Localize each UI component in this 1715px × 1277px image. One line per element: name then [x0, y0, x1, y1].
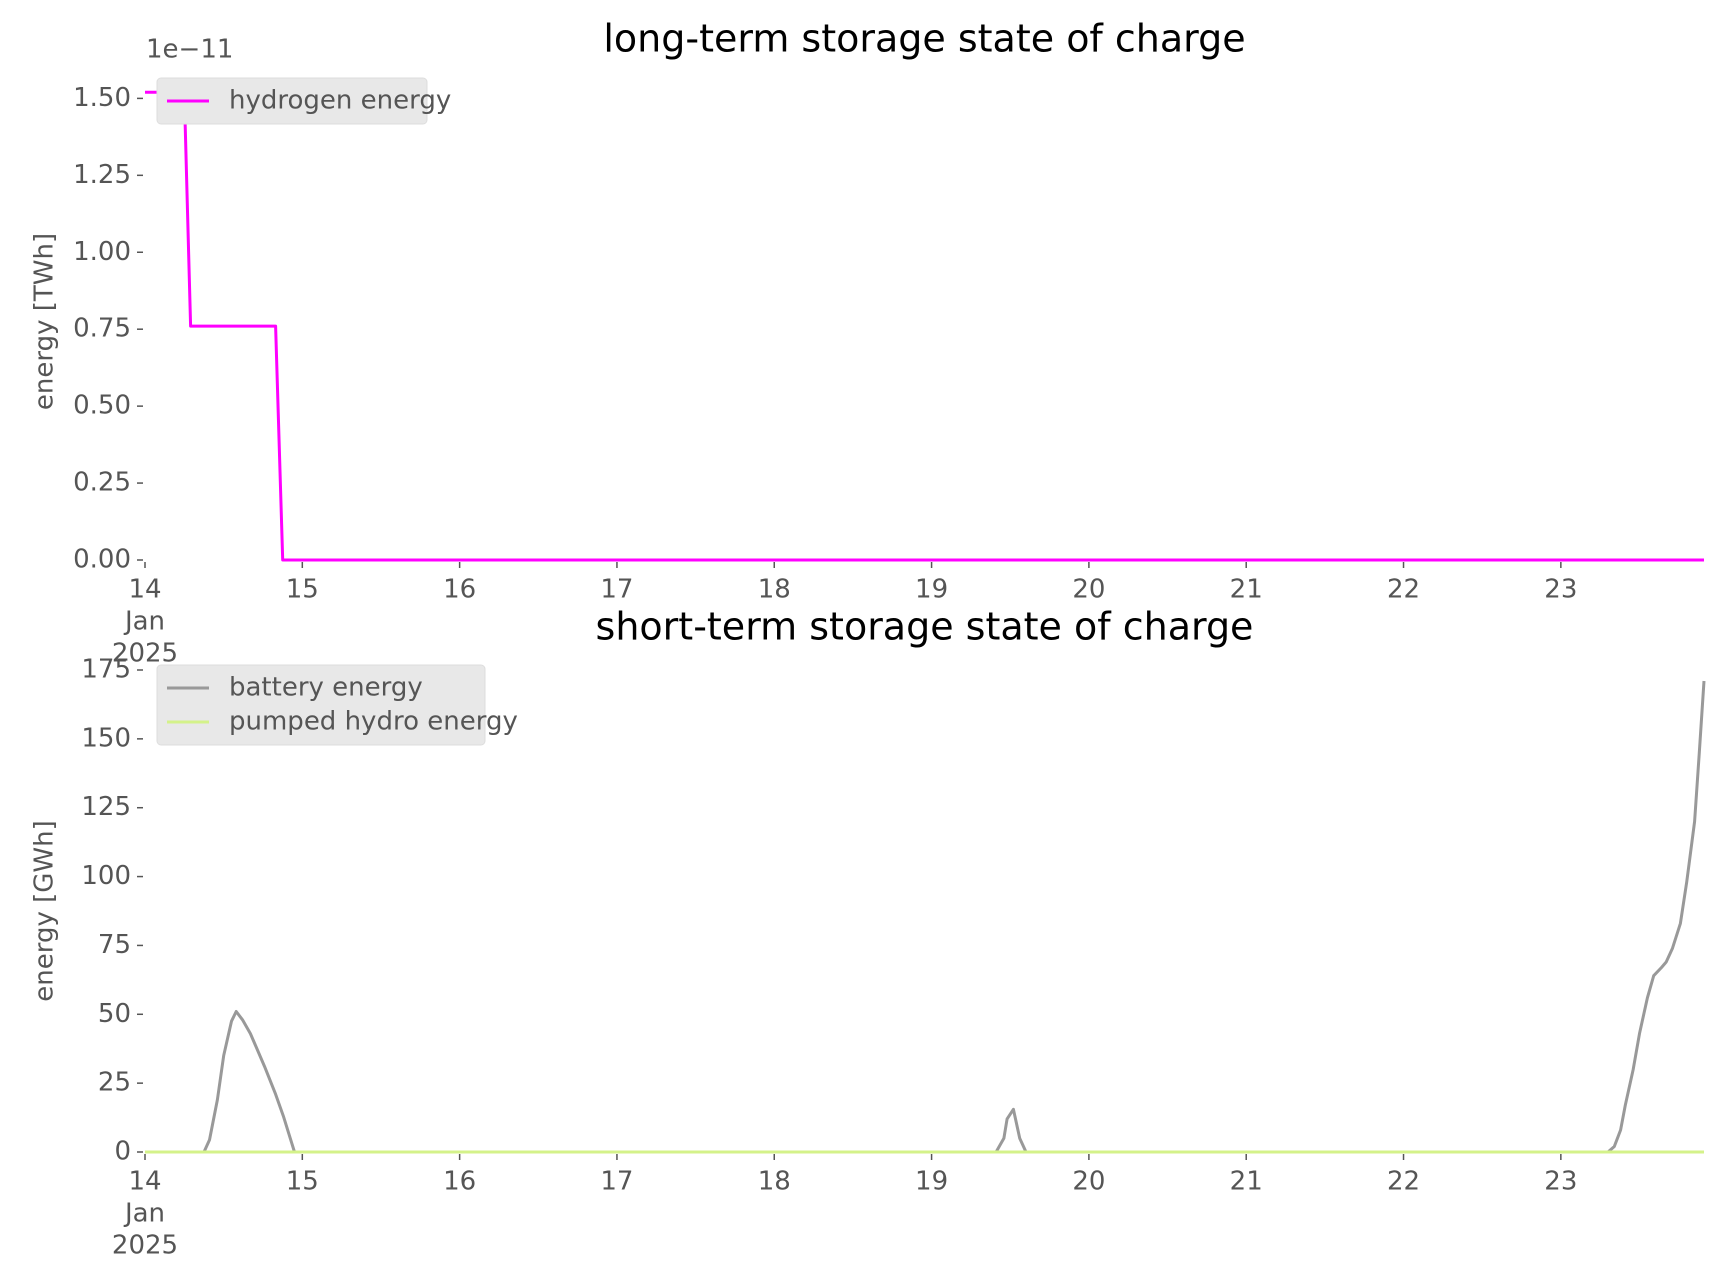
- y-tick-label: 50: [98, 999, 131, 1029]
- legend-label: hydrogen energy: [229, 86, 451, 116]
- y-axis-label: energy [GWh]: [30, 820, 60, 1001]
- y-tick-label: 0.00: [73, 545, 131, 575]
- y-tick-label: 100: [81, 861, 131, 891]
- y-tick-label: 0.75: [73, 314, 131, 344]
- series-line: [145, 90, 1704, 562]
- x-tick-label: 20: [1072, 1167, 1105, 1197]
- y-tick-label: 150: [81, 723, 131, 753]
- y-tick-label: 125: [81, 792, 131, 822]
- legend-box: [156, 664, 486, 746]
- legend-label: pumped hydro energy: [229, 707, 518, 737]
- x-tick-sublabel: 2025: [112, 639, 178, 669]
- x-tick-sublabel: Jan: [123, 607, 165, 637]
- x-tick-label: 22: [1387, 1167, 1420, 1197]
- x-tick-label: 18: [758, 575, 791, 605]
- x-tick-label: 17: [600, 575, 633, 605]
- x-tick-label: 23: [1544, 575, 1577, 605]
- x-tick-label: 21: [1230, 1167, 1263, 1197]
- y-tick-label: 0.50: [73, 391, 131, 421]
- legend: battery energy pumped hydro energy: [156, 664, 518, 746]
- chart-title: long-term storage state of charge: [603, 17, 1245, 61]
- y-tick-label: 1.50: [73, 83, 131, 113]
- x-tick-sublabel: Jan: [123, 1199, 165, 1229]
- x-tick-label: 23: [1544, 1167, 1577, 1197]
- x-tick-label: 17: [600, 1167, 633, 1197]
- y-tick-label: 75: [98, 930, 131, 960]
- series-line: [145, 680, 1706, 1154]
- x-tick-label: 15: [286, 575, 319, 605]
- legend-box: [156, 77, 428, 125]
- x-tick-label: 14: [128, 1167, 161, 1197]
- x-tick-sublabel: 2025: [112, 1231, 178, 1261]
- x-tick-label: 19: [915, 575, 948, 605]
- y-tick-label: 1.00: [73, 237, 131, 267]
- y-tick-label: 25: [98, 1068, 131, 1098]
- x-tick-label: 14: [128, 575, 161, 605]
- x-tick-label: 18: [758, 1167, 791, 1197]
- y-tick-label: 0: [114, 1137, 131, 1167]
- y-tick-label: 175: [81, 655, 131, 685]
- chart-title: short-term storage state of charge: [596, 605, 1254, 649]
- legend-label: battery energy: [229, 673, 423, 703]
- x-tick-label: 22: [1387, 575, 1420, 605]
- y-tick-label: 1.25: [73, 160, 131, 190]
- y-axis-label: energy [TWh]: [30, 233, 60, 410]
- x-tick-label: 21: [1230, 575, 1263, 605]
- x-tick-label: 16: [443, 575, 476, 605]
- x-tick-label: 20: [1072, 575, 1105, 605]
- x-tick-label: 19: [915, 1167, 948, 1197]
- y-tick-label: 0.25: [73, 468, 131, 498]
- legend: hydrogen energy: [156, 77, 451, 125]
- x-tick-label: 16: [443, 1167, 476, 1197]
- y-offset-label: 1e−11: [146, 35, 233, 65]
- x-tick-label: 15: [286, 1167, 319, 1197]
